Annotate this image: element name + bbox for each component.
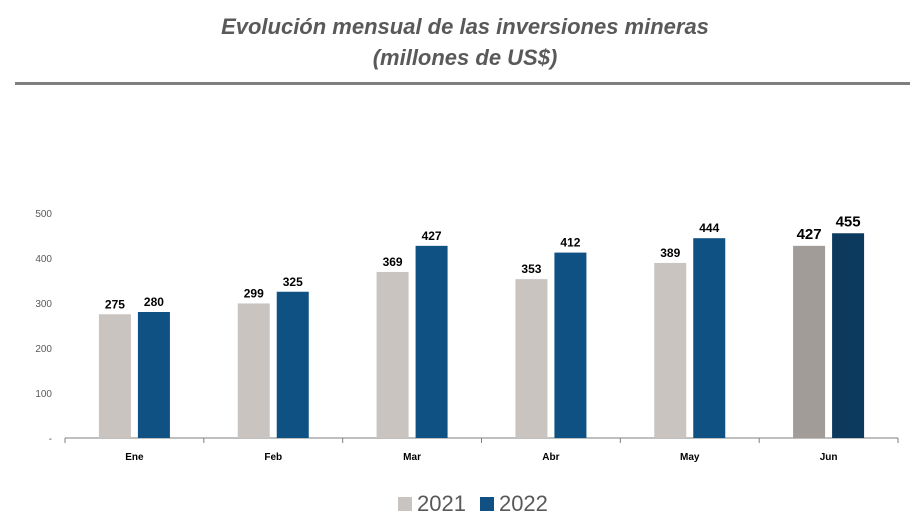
bar-2022-feb: [276, 291, 309, 438]
data-label: 275: [105, 297, 125, 311]
legend-item-2021: 2021: [398, 491, 466, 517]
data-label: 455: [836, 213, 861, 230]
legend-label-2021: 2021: [417, 491, 466, 516]
y-tick-label: 200: [35, 344, 52, 355]
bar-2021-ene: [98, 314, 131, 438]
bar-2022-ene: [137, 312, 170, 438]
legend-item-2022: 2022: [479, 491, 548, 517]
data-label: 389: [660, 246, 680, 260]
chart-legend: 2021 2022: [398, 491, 562, 517]
data-label: 353: [521, 262, 541, 276]
y-tick-label: 400: [35, 254, 52, 265]
bar-2021-mar: [376, 271, 409, 438]
bar-2022-may: [693, 238, 726, 438]
legend-swatch-2021: [398, 497, 412, 511]
data-label: 325: [283, 275, 303, 289]
x-tick-label: Ene: [125, 452, 144, 463]
y-tick-label: 300: [35, 299, 52, 310]
bar-2021-may: [654, 262, 687, 438]
data-label: 427: [797, 226, 822, 243]
x-tick-label: Jun: [820, 452, 838, 463]
data-label: 280: [144, 295, 164, 309]
bar-2022-jun: [832, 233, 865, 438]
y-tick-label: -: [49, 434, 52, 445]
data-label: 444: [699, 221, 719, 235]
bar-2021-abr: [515, 279, 548, 438]
bar-2021-feb: [237, 303, 270, 438]
legend-swatch-2022: [479, 497, 494, 511]
data-label: 369: [383, 255, 403, 269]
x-tick-label: Feb: [264, 452, 282, 463]
y-tick-label: 100: [35, 389, 52, 400]
legend-label-2022: 2022: [498, 491, 548, 516]
x-tick-label: May: [680, 452, 700, 463]
bar-2022-abr: [554, 252, 587, 438]
data-label: 412: [560, 236, 580, 250]
bar-2021-jun: [793, 245, 826, 438]
x-tick-label: Abr: [542, 452, 559, 463]
data-label: 427: [422, 229, 442, 243]
chart-title-line1: Evolución mensual de las inversiones min…: [221, 14, 709, 39]
bar-2022-mar: [415, 245, 448, 438]
title-divider: [15, 82, 910, 85]
x-tick-label: Mar: [403, 452, 421, 463]
y-tick-label: 500: [35, 209, 52, 220]
chart-title-line2: (millones de US$): [372, 45, 558, 70]
data-label: 299: [244, 286, 264, 300]
bar-chart: - 100 200 300 400 500 275 280 Ene 299 325 Feb 369 427…: [35, 209, 899, 463]
